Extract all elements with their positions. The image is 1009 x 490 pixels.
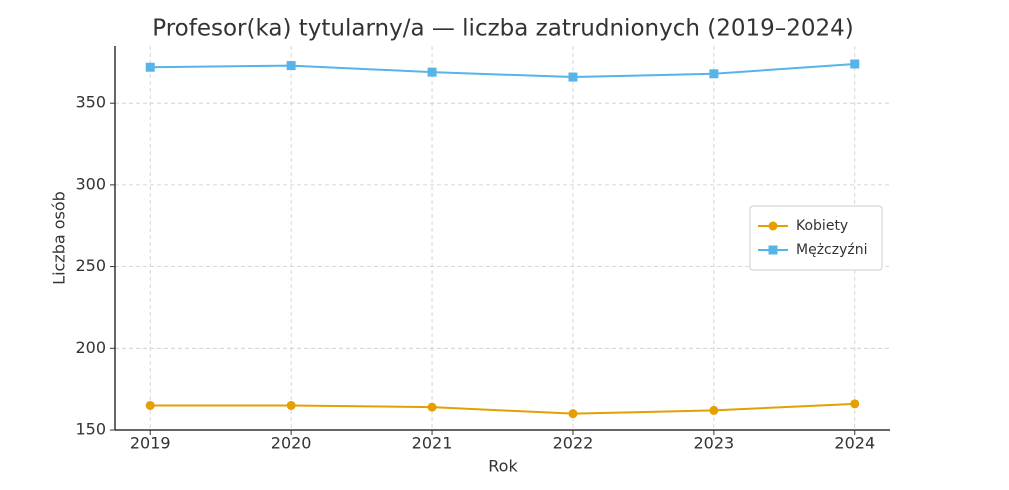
legend-box	[749, 205, 883, 271]
legend: Kobiety Mężczyźni	[749, 205, 883, 271]
x-tick-label: 2024	[834, 434, 875, 453]
series-line	[150, 62, 855, 79]
marker	[286, 61, 296, 71]
y-tick-label: 200	[75, 338, 106, 357]
x-tick-label: 2019	[130, 434, 171, 453]
marker	[709, 405, 719, 415]
marker	[768, 221, 778, 231]
marker	[768, 245, 778, 255]
marker	[286, 400, 296, 410]
x-axis-label: Rok	[488, 457, 518, 476]
y-tick-label: 300	[75, 174, 106, 193]
y-axis-label: Liczba osób	[50, 191, 69, 285]
y-tick-label: 350	[75, 93, 106, 112]
series-line	[150, 402, 855, 415]
legend-label: Kobiety	[796, 218, 848, 234]
marker	[850, 59, 860, 69]
x-tick-label: 2020	[271, 434, 312, 453]
marker	[427, 402, 437, 412]
x-tick-label: 2021	[412, 434, 453, 453]
marker	[427, 67, 437, 77]
chart-title: Profesor(ka) tytularny/a — liczba zatrud…	[152, 16, 854, 42]
marker	[568, 409, 578, 419]
marker	[145, 62, 155, 72]
marker	[568, 72, 578, 82]
marker	[709, 69, 719, 79]
legend-label: Mężczyźni	[796, 242, 867, 258]
x-tick-label: 2022	[553, 434, 594, 453]
y-tick-label: 150	[75, 420, 106, 439]
y-tick-label: 250	[75, 256, 106, 275]
marker	[145, 400, 155, 410]
x-tick-label: 2023	[694, 434, 735, 453]
marker	[850, 399, 860, 409]
